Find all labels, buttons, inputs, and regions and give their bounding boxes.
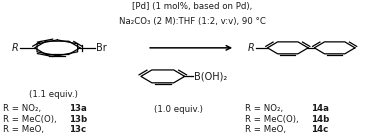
Text: 14b: 14b [311, 115, 330, 124]
Text: Na₂CO₃ (2 M):THF (1:2, v:v), 90 °C: Na₂CO₃ (2 M):THF (1:2, v:v), 90 °C [119, 17, 265, 27]
Text: R = NO₂,: R = NO₂, [245, 104, 283, 113]
Text: R: R [248, 43, 254, 53]
Text: 13c: 13c [69, 125, 86, 134]
Text: (1.0 equiv.): (1.0 equiv.) [154, 105, 203, 114]
Text: 14a: 14a [311, 104, 329, 113]
Text: R = NO₂,: R = NO₂, [3, 104, 41, 113]
Text: R = MeO,: R = MeO, [245, 125, 286, 134]
Text: R: R [12, 43, 19, 53]
Text: (1.1 equiv.): (1.1 equiv.) [29, 90, 78, 99]
Text: 13b: 13b [69, 115, 87, 124]
Text: Br: Br [96, 43, 107, 53]
Text: R = MeC(O),: R = MeC(O), [3, 115, 56, 124]
Text: R = MeC(O),: R = MeC(O), [245, 115, 298, 124]
Text: [Pd] (1 mol%, based on Pd),: [Pd] (1 mol%, based on Pd), [132, 1, 252, 10]
Text: 14c: 14c [311, 125, 328, 134]
Text: B(OH)₂: B(OH)₂ [194, 71, 228, 81]
Text: 13a: 13a [69, 104, 87, 113]
Text: R = MeO,: R = MeO, [3, 125, 44, 134]
